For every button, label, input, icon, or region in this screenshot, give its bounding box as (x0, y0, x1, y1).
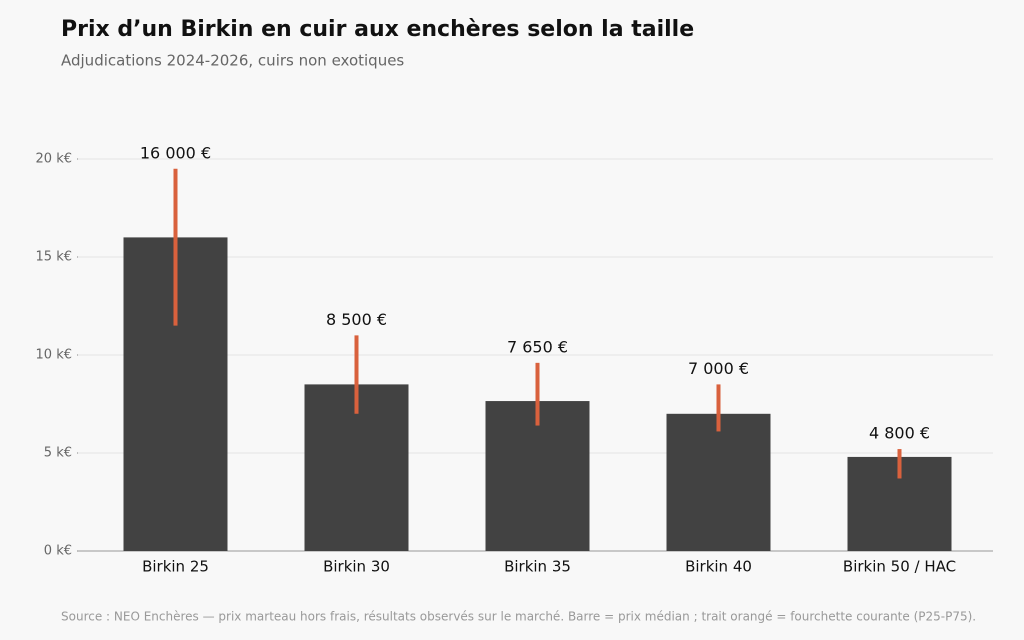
value-label: 16 000 € (140, 143, 211, 162)
bar (666, 413, 771, 551)
source-note: Source : NEO Enchères — prix marteau hor… (61, 610, 976, 624)
y-tick-label: 15 k€ (36, 250, 72, 265)
value-label: 4 800 € (869, 424, 930, 443)
x-tick-label: Birkin 30 (323, 558, 390, 576)
y-tick-label: 10 k€ (36, 348, 72, 363)
y-tick-label: 0 k€ (44, 544, 72, 559)
y-tick-label: 5 k€ (44, 446, 72, 461)
bar (485, 401, 590, 551)
x-tick-label: Birkin 25 (142, 558, 209, 576)
y-tick-label: 20 k€ (36, 152, 72, 167)
x-tick-label: Birkin 40 (685, 558, 752, 576)
value-label: 7 000 € (688, 359, 749, 378)
x-tick-label: Birkin 50 / HAC (843, 558, 956, 576)
chart-subtitle: Adjudications 2024-2026, cuirs non exoti… (61, 52, 404, 70)
x-tick-label: Birkin 35 (504, 558, 571, 576)
value-label: 7 650 € (507, 337, 568, 356)
chart-title: Prix d’un Birkin en cuir aux enchères se… (61, 17, 694, 42)
value-label: 8 500 € (326, 310, 387, 329)
